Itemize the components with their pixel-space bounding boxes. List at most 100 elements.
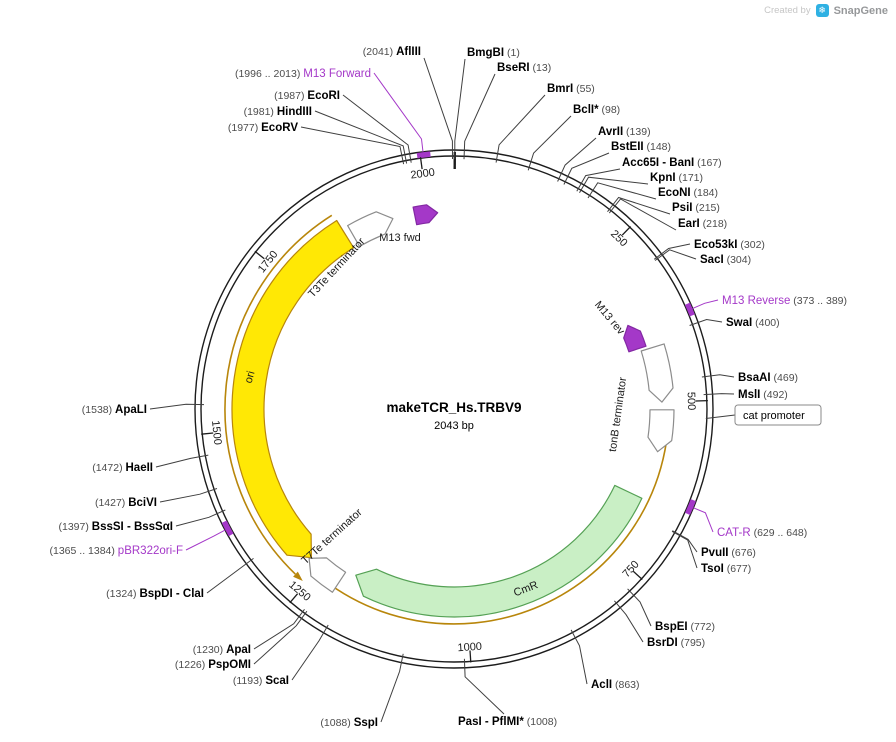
tick-label: 500 — [685, 392, 698, 411]
enzyme-label: EarI (218) — [678, 218, 727, 230]
feature-t3te-terminator — [347, 211, 394, 247]
site-line — [495, 94, 546, 163]
enzyme-label: BsaAI (469) — [738, 372, 798, 384]
enzyme-label: KpnI (171) — [650, 172, 703, 184]
enzyme-label: BseRI (13) — [497, 62, 551, 74]
enzyme-label: (1977) EcoRV — [228, 122, 298, 134]
site-line — [463, 658, 505, 715]
enzyme-label: (1397) BssSI - BssSαI — [59, 521, 174, 533]
snapgene-logo-icon: ❄ — [815, 4, 829, 17]
site-line — [206, 557, 254, 594]
feature-cat-promoter-arrow — [647, 409, 675, 453]
m13-forward-mark — [416, 151, 431, 159]
plasmid-map-layers: 25050075010001250150017502000oriCmRT3Te … — [50, 46, 848, 729]
cat-promoter-box — [734, 404, 822, 426]
plasmid-length-label: 2043 bp — [434, 420, 474, 432]
cat-promoter-label: cat promoter — [743, 410, 805, 422]
enzyme-label: BclI* (98) — [573, 104, 620, 116]
enzyme-label: BspEI (772) — [655, 621, 715, 633]
tick-label: 1000 — [457, 641, 482, 655]
feature-cmr — [355, 484, 643, 618]
enzyme-label: EcoNI (184) — [658, 187, 718, 199]
tick-mark — [254, 250, 265, 260]
feature-m13-fwd-primer — [412, 204, 439, 226]
enzyme-label: BsrDI (795) — [647, 637, 705, 649]
site-line — [253, 610, 308, 665]
snapgene-brand-name: SnapGene — [833, 4, 888, 17]
feature-label-m13-fwd-primer: M13 fwd — [379, 232, 421, 244]
site-line — [291, 624, 329, 681]
enzyme-label: (1538) ApaLI — [82, 404, 147, 416]
cmr-direction — [322, 441, 668, 625]
site-line — [314, 110, 408, 164]
backbone-outer-circle — [194, 149, 714, 669]
site-line — [149, 403, 205, 410]
site-line — [557, 137, 597, 182]
tick-label: 1250 — [286, 579, 312, 604]
site-line — [614, 600, 644, 643]
tick-mark — [289, 593, 299, 604]
tick-label: 1750 — [256, 249, 281, 276]
site-line — [579, 176, 649, 194]
ori-direction — [224, 214, 333, 575]
site-line — [463, 73, 496, 160]
enzyme-label: PasI - PflMI* (1008) — [458, 716, 557, 728]
enzyme-label: MslI (492) — [738, 389, 788, 401]
site-line — [608, 198, 677, 231]
site-line — [607, 196, 671, 215]
site-line — [703, 393, 735, 396]
enzyme-label: AclI (863) — [591, 679, 640, 691]
plasmid-name-label: makeTCR_Hs.TRBV9 — [386, 400, 521, 415]
m13-reverse-mark — [684, 302, 695, 317]
site-line — [527, 115, 572, 171]
site-line — [155, 454, 209, 468]
enzyme-label: BmgBI (1) — [467, 47, 520, 59]
site-line — [563, 152, 610, 185]
site-line — [253, 609, 305, 650]
feature-label-ori: ori — [243, 370, 258, 385]
enzyme-label: (1193) ScaI — [233, 675, 289, 687]
site-line — [627, 588, 652, 627]
feature-m13-rev-primer — [623, 324, 647, 353]
feature-label-m13-rev-primer: M13 rev — [592, 299, 627, 338]
enzyme-label: SacI (304) — [700, 254, 751, 266]
primer-label: (1996 .. 2013) M13 Forward — [235, 68, 371, 80]
tick-label: 1500 — [209, 420, 223, 446]
enzyme-label: AvrII (139) — [598, 126, 651, 138]
enzyme-label: BmrI (55) — [547, 83, 595, 95]
tick-mark — [632, 570, 643, 580]
feature-t7te-terminator — [308, 557, 347, 593]
enzyme-label: (1472) HaeII — [92, 462, 153, 474]
tick-mark — [469, 650, 472, 663]
primer-label: CAT-R (629 .. 648) — [717, 527, 807, 539]
enzyme-label: Eco53kI (302) — [694, 239, 765, 251]
site-line — [185, 529, 226, 551]
site-line — [159, 488, 218, 503]
enzyme-label: (1981) HindIII — [244, 106, 312, 118]
site-line — [672, 530, 698, 553]
site-line — [342, 94, 412, 163]
site-line — [300, 126, 405, 165]
pbr322ori-f-mark — [221, 520, 234, 537]
site-line — [423, 57, 453, 160]
primer-label: M13 Reverse (373 .. 389) — [722, 295, 847, 307]
site-line — [653, 243, 691, 260]
created-by-text: Created by — [764, 5, 811, 16]
feature-ori — [231, 219, 355, 559]
site-line — [701, 374, 735, 378]
site-line — [576, 168, 621, 192]
primer-label: (1365 .. 1384) pBR322ori-F — [50, 545, 184, 557]
enzyme-label: (1427) BciVI — [95, 497, 157, 509]
brand-credit: Created by ❄ SnapGene — [764, 4, 888, 17]
cat-promoter-line — [705, 414, 736, 419]
site-line — [175, 509, 226, 527]
tick-mark — [621, 226, 632, 236]
feature-label-tonb-terminator: tonB terminator — [607, 376, 629, 452]
site-line — [570, 629, 588, 685]
site-line — [380, 653, 404, 723]
tick-mark — [419, 157, 423, 170]
enzyme-label: PvuII (676) — [701, 547, 756, 559]
enzyme-label: (1226) PspOMI — [175, 659, 251, 671]
tick-label: 2000 — [410, 167, 436, 182]
